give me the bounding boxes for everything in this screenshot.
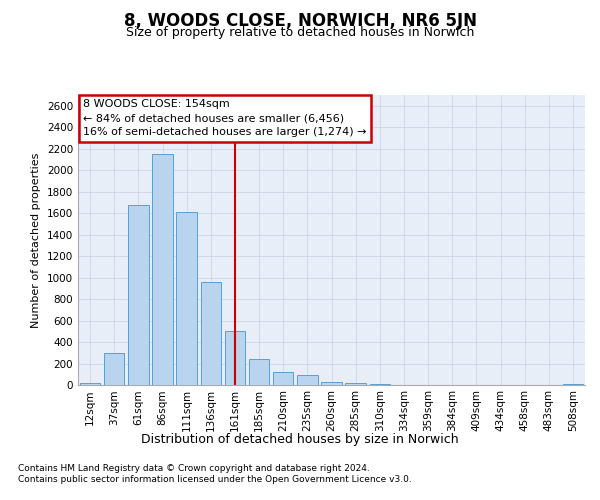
Bar — [200, 282, 221, 385]
Bar — [80, 383, 100, 385]
Text: 8 WOODS CLOSE: 154sqm
← 84% of detached houses are smaller (6,456)
16% of semi-d: 8 WOODS CLOSE: 154sqm ← 84% of detached … — [83, 100, 367, 138]
Bar — [224, 332, 245, 385]
Text: Contains public sector information licensed under the Open Government Licence v3: Contains public sector information licen… — [18, 475, 412, 484]
Bar — [370, 384, 390, 385]
Text: Contains HM Land Registry data © Crown copyright and database right 2024.: Contains HM Land Registry data © Crown c… — [18, 464, 370, 473]
Bar — [297, 375, 317, 385]
Text: Size of property relative to detached houses in Norwich: Size of property relative to detached ho… — [126, 26, 474, 39]
Bar — [104, 354, 124, 385]
Bar — [563, 384, 583, 385]
Bar — [176, 212, 197, 385]
Text: 8, WOODS CLOSE, NORWICH, NR6 5JN: 8, WOODS CLOSE, NORWICH, NR6 5JN — [124, 12, 476, 30]
Bar — [273, 372, 293, 385]
Bar — [321, 382, 342, 385]
Text: Distribution of detached houses by size in Norwich: Distribution of detached houses by size … — [141, 432, 459, 446]
Bar — [249, 358, 269, 385]
Bar — [346, 383, 366, 385]
Bar — [152, 154, 173, 385]
Bar — [128, 204, 149, 385]
Y-axis label: Number of detached properties: Number of detached properties — [31, 152, 41, 328]
